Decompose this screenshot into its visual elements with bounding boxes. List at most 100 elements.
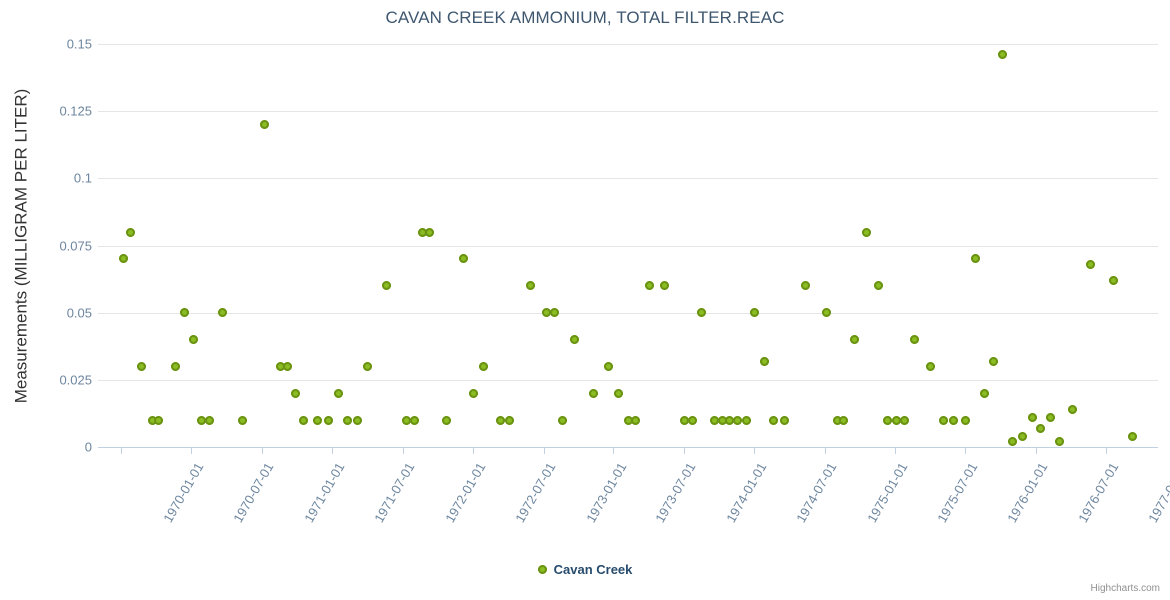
- data-point[interactable]: [779, 415, 789, 425]
- data-point[interactable]: [154, 415, 164, 425]
- data-point[interactable]: [1007, 437, 1017, 447]
- data-point[interactable]: [724, 415, 734, 425]
- gridline: [98, 44, 1158, 45]
- data-point[interactable]: [971, 254, 981, 264]
- data-point[interactable]: [862, 227, 872, 237]
- data-point[interactable]: [276, 361, 286, 371]
- data-point[interactable]: [613, 388, 623, 398]
- data-point[interactable]: [733, 415, 743, 425]
- data-point[interactable]: [313, 415, 323, 425]
- gridline: [98, 178, 1158, 180]
- data-point[interactable]: [402, 415, 412, 425]
- data-point[interactable]: [1017, 431, 1027, 441]
- data-point[interactable]: [882, 415, 892, 425]
- data-point[interactable]: [801, 281, 811, 291]
- data-point[interactable]: [137, 361, 147, 371]
- data-point[interactable]: [126, 227, 136, 237]
- data-point[interactable]: [557, 415, 567, 425]
- data-point[interactable]: [623, 415, 633, 425]
- data-point[interactable]: [170, 361, 180, 371]
- data-point[interactable]: [838, 415, 848, 425]
- chart-legend[interactable]: Cavan Creek: [0, 562, 1170, 577]
- data-point[interactable]: [680, 415, 690, 425]
- x-axis-tick: [191, 448, 193, 454]
- data-point[interactable]: [891, 415, 901, 425]
- data-point[interactable]: [147, 415, 157, 425]
- data-point[interactable]: [749, 308, 759, 318]
- data-point[interactable]: [1055, 437, 1065, 447]
- data-point[interactable]: [495, 415, 505, 425]
- data-point[interactable]: [1128, 431, 1138, 441]
- data-point[interactable]: [1067, 404, 1077, 414]
- y-axis-tick-label: 0.15: [66, 36, 92, 52]
- data-point[interactable]: [205, 415, 215, 425]
- data-point[interactable]: [697, 308, 707, 318]
- data-point[interactable]: [259, 120, 269, 130]
- data-point[interactable]: [418, 227, 428, 237]
- legend-marker-icon: [537, 565, 547, 574]
- data-point[interactable]: [709, 415, 719, 425]
- data-point[interactable]: [849, 335, 859, 345]
- data-point[interactable]: [283, 361, 292, 371]
- data-point[interactable]: [873, 281, 883, 291]
- legend-item-label[interactable]: Cavan Creek: [553, 562, 633, 577]
- data-point[interactable]: [526, 281, 536, 291]
- data-point[interactable]: [1109, 275, 1119, 285]
- data-point[interactable]: [989, 356, 999, 366]
- data-point[interactable]: [900, 415, 910, 425]
- data-point[interactable]: [363, 361, 373, 371]
- data-point[interactable]: [821, 308, 831, 318]
- data-point[interactable]: [980, 388, 990, 398]
- data-point[interactable]: [410, 415, 420, 425]
- data-point[interactable]: [468, 388, 478, 398]
- data-point[interactable]: [631, 415, 641, 425]
- highcharts-credits[interactable]: Highcharts.com: [1090, 583, 1160, 594]
- data-point[interactable]: [238, 415, 248, 425]
- data-point[interactable]: [569, 335, 579, 345]
- data-point[interactable]: [442, 415, 452, 425]
- data-point[interactable]: [997, 50, 1007, 60]
- data-point[interactable]: [217, 308, 227, 318]
- data-point[interactable]: [910, 335, 920, 345]
- data-point[interactable]: [1085, 259, 1095, 269]
- data-point[interactable]: [1046, 412, 1056, 422]
- data-point[interactable]: [381, 281, 391, 291]
- data-point[interactable]: [118, 254, 128, 264]
- data-point[interactable]: [549, 308, 559, 318]
- y-axis-tick-label: 0.075: [59, 238, 92, 253]
- data-point[interactable]: [717, 415, 727, 425]
- plot-area: [98, 44, 1158, 448]
- data-point[interactable]: [343, 415, 353, 425]
- data-point[interactable]: [478, 361, 488, 371]
- data-point[interactable]: [949, 415, 959, 425]
- data-point[interactable]: [180, 308, 190, 318]
- data-point[interactable]: [188, 335, 198, 345]
- data-point[interactable]: [687, 415, 697, 425]
- data-point[interactable]: [424, 227, 434, 237]
- data-point[interactable]: [1027, 412, 1037, 422]
- data-point[interactable]: [541, 308, 551, 318]
- data-point[interactable]: [769, 415, 779, 425]
- data-point[interactable]: [925, 361, 935, 371]
- data-point[interactable]: [1036, 423, 1046, 433]
- data-point[interactable]: [759, 356, 769, 366]
- data-point[interactable]: [961, 415, 971, 425]
- data-point[interactable]: [603, 361, 613, 371]
- x-axis-tick-label: 1976-07-01: [1074, 460, 1121, 526]
- data-point[interactable]: [197, 415, 207, 425]
- data-point[interactable]: [290, 388, 300, 398]
- data-point[interactable]: [504, 415, 514, 425]
- data-point[interactable]: [832, 415, 842, 425]
- data-point[interactable]: [742, 415, 752, 425]
- data-point[interactable]: [659, 281, 669, 291]
- data-point[interactable]: [323, 415, 333, 425]
- data-point[interactable]: [938, 415, 948, 425]
- data-point[interactable]: [298, 415, 308, 425]
- data-point[interactable]: [333, 388, 343, 398]
- data-point[interactable]: [644, 281, 654, 291]
- x-axis-tick: [262, 448, 264, 454]
- data-point[interactable]: [588, 388, 598, 398]
- data-point[interactable]: [352, 415, 362, 425]
- data-point[interactable]: [458, 254, 468, 264]
- y-axis-tick-label: 0.05: [66, 305, 92, 321]
